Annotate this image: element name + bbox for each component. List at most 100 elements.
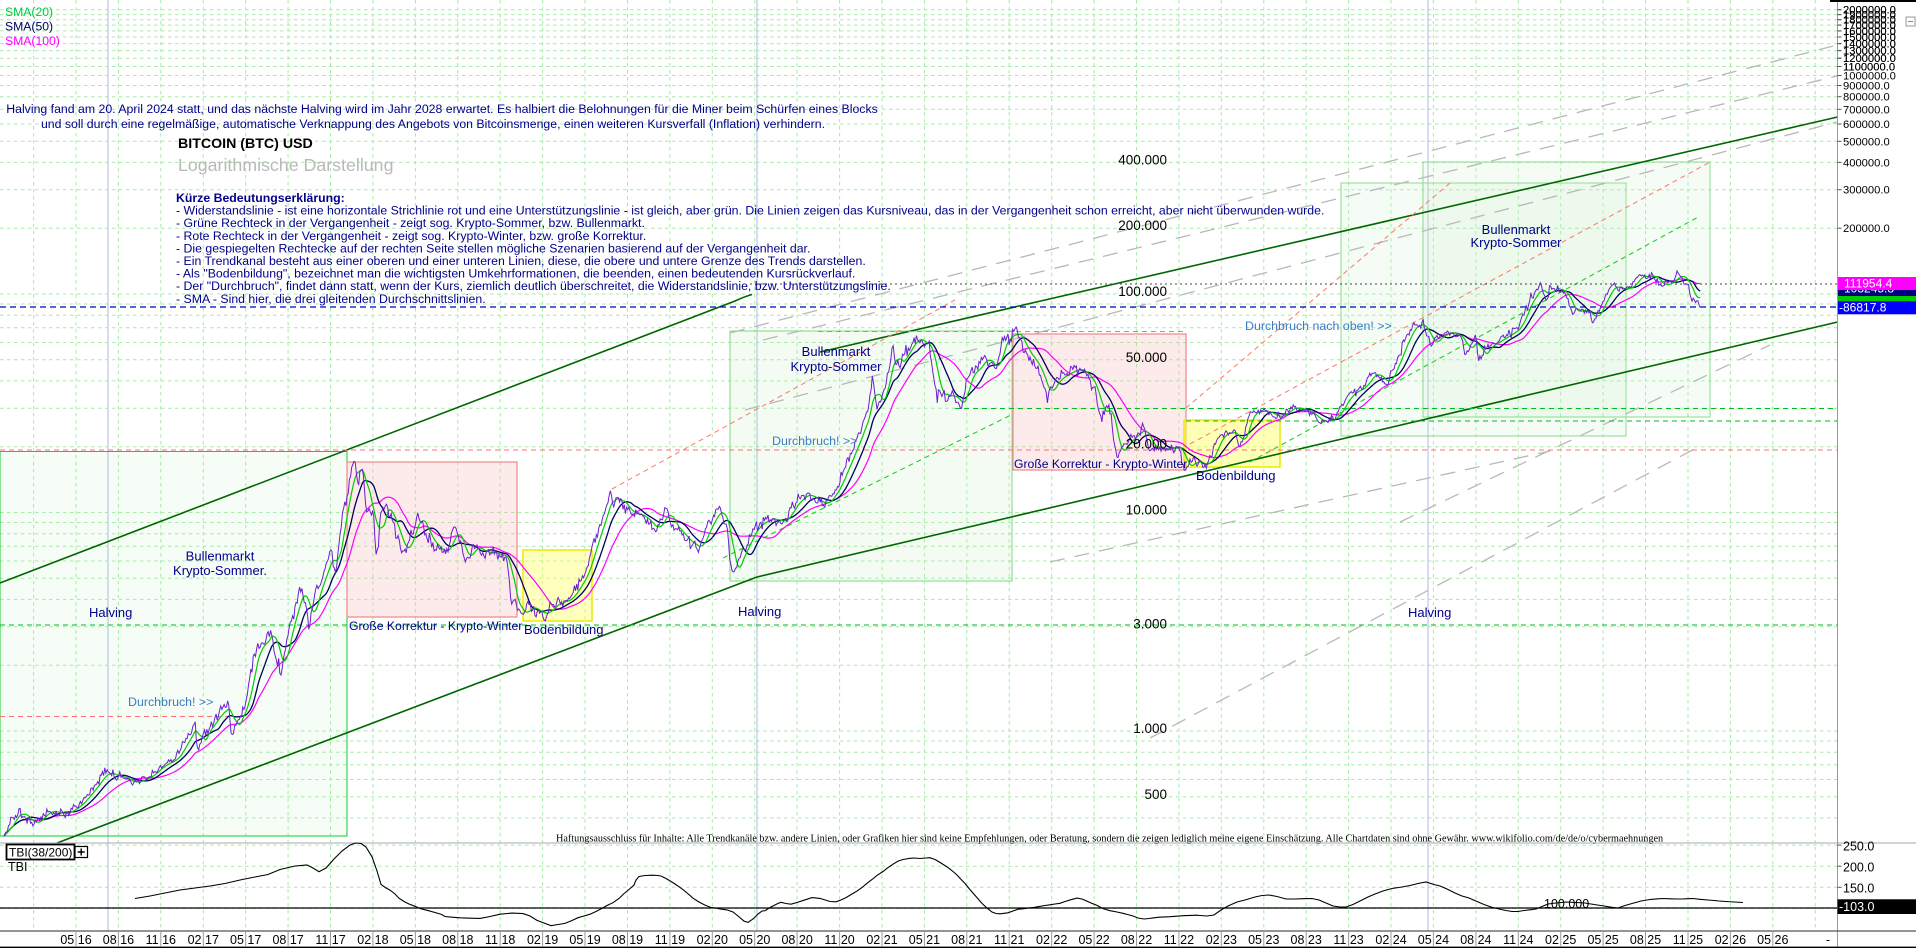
svg-text:08 20: 08 20: [781, 933, 812, 947]
svg-text:BITCOIN (BTC) USD: BITCOIN (BTC) USD: [178, 136, 313, 152]
svg-text:1600000.0: 1600000.0: [1843, 26, 1896, 38]
svg-text:1600000.0: 1600000.0: [1843, 26, 1896, 38]
svg-text:Bodenbildung: Bodenbildung: [524, 622, 604, 637]
svg-text:500000.0: 500000.0: [1843, 136, 1890, 148]
svg-text:11 16: 11 16: [146, 933, 176, 947]
svg-text:Durchbruch! >>: Durchbruch! >>: [772, 434, 857, 448]
svg-text:08 19: 08 19: [612, 933, 643, 947]
svg-text:08 16: 08 16: [103, 933, 134, 947]
svg-text:400000.0: 400000.0: [1843, 157, 1890, 169]
svg-text:900000.0: 900000.0: [1843, 80, 1890, 92]
svg-text:08 24: 08 24: [1460, 933, 1491, 947]
svg-text:02 20: 02 20: [697, 933, 728, 947]
svg-text:Krypto-Sommer: Krypto-Sommer: [790, 359, 882, 374]
svg-text:1900000.0: 1900000.0: [1843, 10, 1896, 22]
svg-text:SMA(20): SMA(20): [5, 5, 53, 19]
svg-text:100.000: 100.000: [1118, 284, 1167, 299]
svg-text:08 25: 08 25: [1630, 933, 1661, 947]
svg-text:2000000.0: 2000000.0: [1843, 5, 1896, 17]
svg-text:11 24: 11 24: [1503, 933, 1533, 947]
svg-text:Halving: Halving: [738, 604, 781, 619]
svg-text:1400000.0: 1400000.0: [1843, 39, 1896, 51]
svg-text:1800000.0: 1800000.0: [1843, 15, 1896, 27]
svg-text:Haftungsausschluss für Inhalte: Haftungsausschluss für Inhalte: Alle Tre…: [556, 834, 1663, 845]
svg-text:150.0: 150.0: [1843, 882, 1874, 896]
svg-text:200.0: 200.0: [1843, 861, 1874, 875]
svg-text:1700000.0: 1700000.0: [1843, 20, 1896, 32]
svg-text:11 19: 11 19: [655, 933, 685, 947]
svg-text:05 19: 05 19: [569, 933, 600, 947]
svg-text:- SMA - Sind hier, die drei gl: - SMA - Sind hier, die drei gleitenden D…: [176, 292, 486, 306]
svg-text:TBI(38/200): TBI(38/200): [9, 846, 72, 860]
svg-text:05 17: 05 17: [230, 933, 261, 947]
svg-text:Halving fand am 20. April 2024: Halving fand am 20. April 2024 statt, un…: [6, 102, 878, 116]
svg-text:11 21: 11 21: [994, 933, 1024, 947]
svg-text:05 22: 05 22: [1078, 933, 1109, 947]
svg-text:-103.0: -103.0: [1839, 900, 1874, 914]
svg-text:- Rote Rechteck in der Vergang: - Rote Rechteck in der Vergangenheit - z…: [176, 229, 646, 243]
svg-text:05 20: 05 20: [739, 933, 770, 947]
svg-text:11 23: 11 23: [1333, 933, 1363, 947]
svg-text:250.0: 250.0: [1843, 839, 1874, 853]
svg-text:1300000.0: 1300000.0: [1843, 46, 1896, 58]
svg-text:Bullenmarkt: Bullenmarkt: [1482, 222, 1551, 237]
svg-text:08 23: 08 23: [1291, 933, 1322, 947]
svg-text:11 18: 11 18: [485, 933, 515, 947]
svg-text:20.000: 20.000: [1126, 437, 1167, 452]
svg-text:Halving: Halving: [89, 605, 132, 620]
svg-text:-86817.8: -86817.8: [1839, 300, 1887, 314]
svg-text:200.000: 200.000: [1118, 218, 1167, 233]
svg-text:02 23: 02 23: [1206, 933, 1237, 947]
svg-text:1900000.0: 1900000.0: [1843, 10, 1896, 22]
svg-text:400.000: 400.000: [1118, 152, 1167, 167]
svg-text:1.000: 1.000: [1133, 721, 1167, 736]
svg-text:3.000: 3.000: [1133, 617, 1167, 632]
svg-text:02 21: 02 21: [866, 933, 897, 947]
svg-text:und soll durch eine regelmäßig: und soll durch eine regelmäßige, automat…: [41, 117, 825, 131]
svg-text:Bullenmarkt: Bullenmarkt: [186, 549, 255, 564]
svg-text:Große Korrektur - Krypto-Winte: Große Korrektur - Krypto-Winter: [1014, 457, 1187, 471]
svg-text:11 17: 11 17: [315, 933, 345, 947]
svg-text:1300000.0: 1300000.0: [1843, 46, 1896, 58]
svg-text:02 19: 02 19: [527, 933, 558, 947]
svg-text:- Als "Bodenbildung", bezeichn: - Als "Bodenbildung", bezeichnet man die…: [176, 267, 855, 281]
svg-text:1200000.0: 1200000.0: [1843, 53, 1896, 65]
svg-text:300000.0: 300000.0: [1843, 185, 1890, 197]
svg-text:2000000.0: 2000000.0: [1843, 5, 1896, 17]
svg-text:10.000: 10.000: [1126, 503, 1167, 518]
svg-text:11 25: 11 25: [1673, 933, 1703, 947]
svg-text:1500000.0: 1500000.0: [1843, 32, 1896, 44]
svg-text:08 22: 08 22: [1121, 933, 1152, 947]
svg-text:1200000.0: 1200000.0: [1843, 53, 1896, 65]
svg-text:02 25: 02 25: [1545, 933, 1576, 947]
svg-text:11 20: 11 20: [824, 933, 854, 947]
svg-text:Halving: Halving: [1408, 605, 1451, 620]
svg-text:- Grüne Rechteck in der Vergan: - Grüne Rechteck in der Vergangenheit - …: [176, 216, 645, 230]
svg-text:600000.0: 600000.0: [1843, 119, 1890, 131]
svg-text:Logarithmische Darstellung: Logarithmische Darstellung: [178, 155, 393, 175]
svg-text:05 26: 05 26: [1757, 933, 1788, 947]
svg-text:05 24: 05 24: [1418, 933, 1449, 947]
svg-text:Bullenmarkt: Bullenmarkt: [802, 344, 871, 359]
svg-text:08 17: 08 17: [272, 933, 303, 947]
svg-text:Krypto-Sommer.: Krypto-Sommer.: [173, 563, 267, 578]
svg-text:1700000.0: 1700000.0: [1843, 20, 1896, 32]
svg-text:05 18: 05 18: [400, 933, 431, 947]
svg-text:1000000.0: 1000000.0: [1843, 71, 1896, 83]
svg-text:Bodenbildung: Bodenbildung: [1196, 468, 1276, 483]
svg-text:TBI: TBI: [8, 860, 27, 874]
svg-text:1400000.0: 1400000.0: [1843, 39, 1896, 51]
svg-text:- Der "Durchbruch", findet dan: - Der "Durchbruch", findet dann statt, w…: [176, 279, 891, 293]
svg-text:Durchbruch nach oben! >>: Durchbruch nach oben! >>: [1245, 319, 1392, 333]
svg-text:500: 500: [1144, 787, 1167, 802]
svg-text:-: -: [1826, 933, 1830, 947]
svg-text:1100000.0: 1100000.0: [1843, 61, 1895, 73]
svg-text:Krypto-Sommer: Krypto-Sommer: [1470, 235, 1562, 250]
svg-text:1800000.0: 1800000.0: [1843, 15, 1896, 27]
svg-text:1500000.0: 1500000.0: [1843, 32, 1896, 44]
svg-text:08 21: 08 21: [951, 933, 982, 947]
svg-text:- Widerstandslinie - ist eine: - Widerstandslinie - ist eine horizontal…: [176, 204, 1324, 218]
svg-text:08 18: 08 18: [442, 933, 473, 947]
svg-text:50.000: 50.000: [1126, 350, 1167, 365]
svg-text:02 17: 02 17: [188, 933, 219, 947]
